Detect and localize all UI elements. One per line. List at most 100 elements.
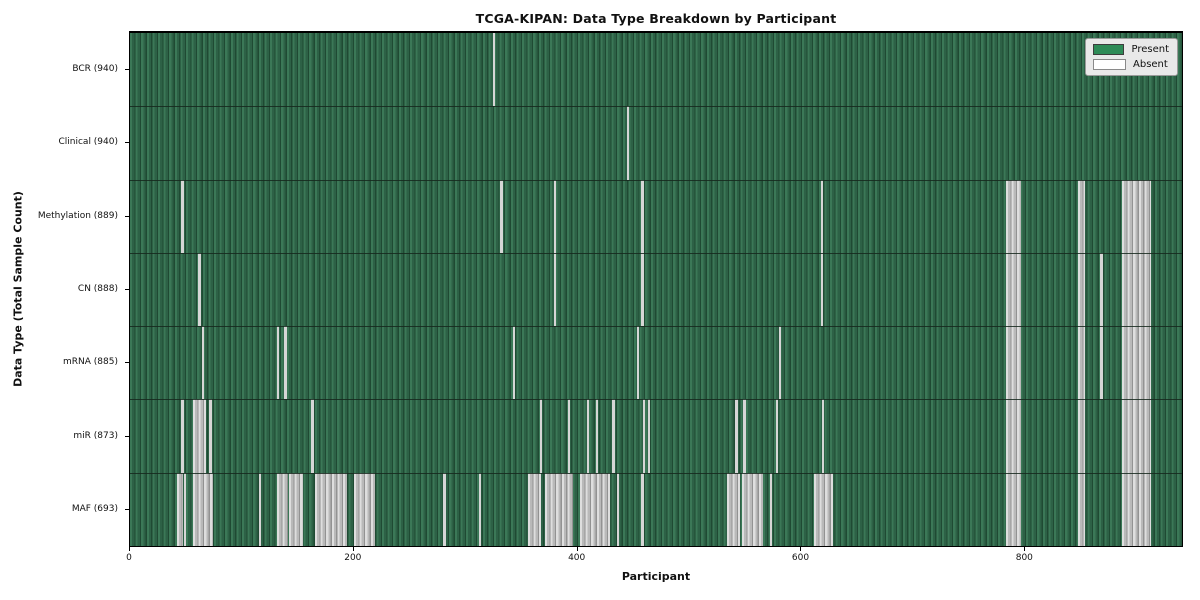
y-tick-mark — [125, 69, 129, 71]
absent-stripe — [183, 472, 186, 546]
heatmap-row-mrna — [130, 326, 1182, 400]
y-tick-mark — [125, 435, 129, 437]
legend-entry-present: Present — [1093, 44, 1169, 55]
chart-title: TCGA-KIPAN: Data Type Breakdown by Parti… — [475, 11, 837, 26]
x-axis-ticks: 0 200 400 600 800 — [126, 547, 1183, 573]
absent-stripe — [626, 106, 630, 180]
absent-stripe — [743, 399, 746, 473]
absent-stripe — [586, 399, 589, 473]
absent-stripe — [284, 326, 287, 400]
absent-stripe — [528, 472, 541, 546]
absent-stripe — [1006, 252, 1021, 327]
legend-present-label: Present — [1131, 44, 1169, 55]
heatmap-row-cn — [130, 252, 1182, 327]
absent-stripe — [492, 33, 495, 107]
y-tick-label-clinical: Clinical (940) — [58, 137, 118, 148]
row-separator — [130, 179, 1182, 181]
absent-stripe — [443, 472, 446, 546]
y-tick-label-cn: CN (888) — [77, 284, 118, 294]
absent-stripe — [276, 326, 279, 400]
absent-stripe — [726, 472, 740, 546]
absent-stripe — [1077, 179, 1085, 253]
absent-stripe — [512, 326, 515, 400]
row-separator — [130, 399, 1182, 401]
absent-stripe — [813, 472, 833, 546]
y-tick-mark — [125, 289, 129, 290]
x-tick-label-600: 600 — [791, 553, 810, 563]
absent-stripe — [642, 399, 645, 473]
absent-stripe — [181, 399, 184, 473]
legend-absent-label: Absent — [1133, 59, 1168, 70]
plot-area — [129, 31, 1183, 547]
absent-stripe — [567, 399, 570, 473]
absent-stripe — [579, 472, 611, 546]
y-tick-mark — [125, 362, 129, 364]
absent-stripe — [1077, 252, 1085, 327]
absent-stripe — [311, 399, 314, 473]
absent-stripe — [276, 472, 288, 546]
x-axis-label: Participant — [621, 570, 691, 583]
absent-stripe — [201, 326, 204, 400]
absent-stripe — [821, 399, 824, 473]
absent-stripe — [595, 399, 598, 473]
absent-stripe — [192, 472, 213, 546]
absent-stripe — [616, 472, 620, 546]
absent-stripe — [539, 399, 542, 473]
absent-stripe — [1121, 252, 1151, 327]
absent-stripe — [1121, 472, 1151, 546]
y-tick-label-bcr: BCR (940) — [72, 64, 118, 75]
x-tick-mark — [1024, 547, 1026, 551]
absent-stripe — [258, 472, 261, 546]
absent-stripe — [181, 179, 184, 253]
absent-stripe — [209, 399, 212, 473]
absent-stripe — [641, 252, 644, 327]
y-tick-label-maf: MAF (693) — [71, 503, 118, 514]
absent-stripe — [1100, 326, 1103, 400]
heatmap-row-clinical — [130, 106, 1182, 180]
row-separator — [130, 252, 1182, 254]
legend-absent-swatch — [1093, 59, 1126, 70]
heatmap-row-bcr — [130, 33, 1182, 107]
absent-stripe — [775, 399, 778, 473]
absent-stripe — [1100, 252, 1103, 327]
absent-stripe — [288, 472, 304, 546]
absent-stripe — [198, 252, 201, 327]
y-tick-mark — [125, 142, 129, 144]
absent-stripe — [554, 179, 557, 253]
legend: Present Absent — [1085, 38, 1178, 76]
y-tick-label-methylation: Methylation (889) — [37, 210, 118, 221]
absent-stripe — [820, 179, 823, 253]
absent-stripe — [1006, 179, 1021, 253]
absent-stripe — [1077, 472, 1085, 546]
absent-stripe — [479, 472, 482, 546]
absent-stripe — [1006, 326, 1021, 400]
absent-stripe — [554, 252, 557, 327]
absent-stripe — [353, 472, 376, 546]
absent-stripe — [1121, 399, 1151, 473]
absent-stripe — [648, 399, 651, 473]
absent-stripe — [1077, 326, 1085, 400]
x-tick-mark — [129, 547, 130, 551]
absent-stripe — [1006, 399, 1021, 473]
absent-stripe — [612, 399, 615, 473]
absent-stripe — [636, 326, 640, 400]
x-tick-mark — [352, 547, 354, 551]
absent-stripe — [1077, 399, 1085, 473]
heatmap-row-maf — [130, 472, 1182, 546]
absent-stripe — [1006, 472, 1021, 546]
absent-stripe — [742, 472, 764, 546]
absent-stripe — [779, 326, 782, 400]
absent-stripe — [820, 252, 823, 327]
absent-stripe — [641, 179, 644, 253]
absent-stripe — [641, 472, 644, 546]
absent-stripe — [1121, 179, 1151, 253]
row-separator — [130, 106, 1182, 108]
y-tick-label-mrna: mRNA (885) — [63, 357, 118, 368]
x-tick-mark — [800, 547, 802, 551]
absent-stripe — [1121, 326, 1151, 400]
x-tick-label-400: 400 — [568, 553, 586, 563]
y-tick-mark — [125, 508, 129, 510]
absent-stripe — [314, 472, 348, 546]
absent-stripe — [735, 399, 738, 473]
absent-stripe — [192, 399, 207, 473]
